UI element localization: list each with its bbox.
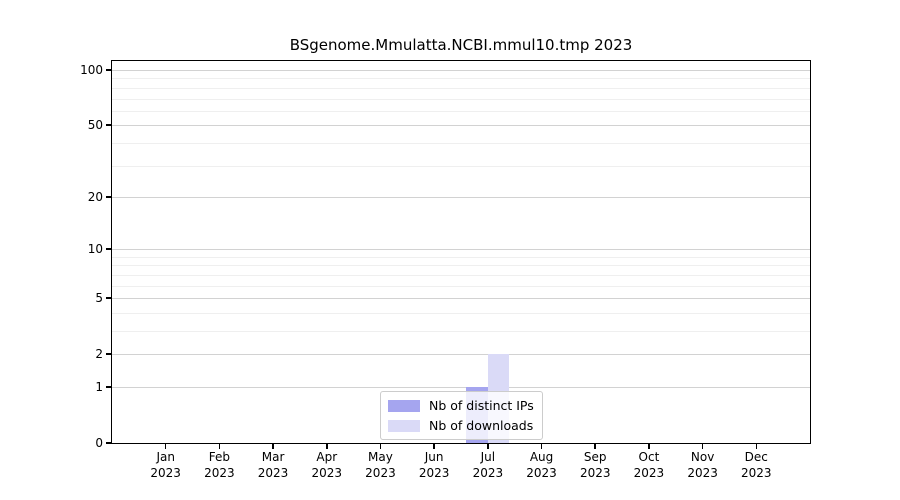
x-axis-tick bbox=[540, 444, 543, 449]
y-axis-tick bbox=[106, 353, 111, 356]
y-axis-tick-label: 0 bbox=[95, 436, 103, 450]
major-gridline bbox=[112, 386, 810, 388]
minor-gridline bbox=[112, 274, 810, 276]
y-axis-tick-label: 20 bbox=[87, 189, 103, 204]
legend-entry-label: Nb of distinct IPs bbox=[429, 398, 534, 413]
x-axis-tick bbox=[755, 444, 758, 449]
y-axis-tick-label: 2 bbox=[95, 347, 103, 362]
legend-entry: Nb of distinct IPs bbox=[388, 398, 534, 413]
major-gridline bbox=[112, 196, 810, 198]
x-axis-tick bbox=[164, 444, 167, 449]
x-axis-tick bbox=[648, 444, 650, 449]
legend-swatch bbox=[388, 399, 420, 412]
major-gridline bbox=[112, 354, 810, 356]
major-gridline bbox=[112, 298, 810, 300]
x-axis-tick bbox=[218, 444, 221, 449]
minor-gridline bbox=[112, 110, 810, 112]
legend-swatch bbox=[388, 419, 420, 432]
y-axis-tick bbox=[106, 442, 111, 444]
major-gridline bbox=[112, 70, 810, 72]
y-axis-tick bbox=[106, 196, 111, 198]
y-axis-tick-label: 1 bbox=[95, 379, 103, 394]
x-axis-tick-label: Dec 2023 bbox=[741, 450, 772, 480]
x-axis-tick-label: Mar 2023 bbox=[257, 450, 289, 480]
x-axis-tick bbox=[325, 444, 328, 449]
x-axis-tick-label: Nov 2023 bbox=[687, 450, 718, 480]
x-axis-tick-label: Oct 2023 bbox=[633, 450, 665, 480]
x-axis-tick bbox=[594, 444, 597, 449]
minor-gridline bbox=[112, 265, 810, 267]
minor-gridline bbox=[112, 256, 810, 258]
y-axis-tick-label: 100 bbox=[80, 63, 103, 78]
y-axis-tick-label: 10 bbox=[87, 242, 103, 257]
y-axis-tick-label: 50 bbox=[87, 118, 103, 133]
legend-entry: Nb of downloads bbox=[388, 418, 534, 433]
x-axis-tick bbox=[487, 444, 489, 449]
minor-gridline bbox=[112, 165, 810, 167]
major-gridline bbox=[112, 249, 810, 251]
x-axis-tick-label: Jun 2023 bbox=[418, 450, 450, 480]
minor-gridline bbox=[112, 78, 810, 80]
y-axis-tick bbox=[106, 124, 111, 127]
x-axis-tick-label: May 2023 bbox=[365, 450, 396, 480]
x-axis-tick-label: Sep 2023 bbox=[579, 450, 611, 480]
minor-gridline bbox=[112, 285, 810, 287]
y-axis-tick bbox=[106, 248, 111, 251]
y-axis-tick bbox=[106, 386, 111, 388]
x-axis-tick bbox=[433, 444, 435, 449]
y-axis-tick bbox=[106, 69, 111, 71]
x-axis-tick bbox=[701, 444, 704, 449]
chart-title: BSgenome.Mmulatta.NCBI.mmul10.tmp 2023 bbox=[289, 36, 633, 54]
plot-area bbox=[111, 60, 811, 444]
minor-gridline bbox=[112, 87, 810, 89]
x-axis-tick-label: Feb 2023 bbox=[204, 450, 235, 480]
minor-gridline bbox=[112, 312, 810, 314]
x-axis-tick-label: Jan 2023 bbox=[150, 450, 181, 480]
y-axis-tick bbox=[106, 297, 111, 299]
minor-gridline bbox=[112, 98, 810, 100]
x-axis-tick bbox=[379, 444, 382, 449]
legend: Nb of distinct IPs Nb of downloads bbox=[380, 391, 543, 440]
minor-gridline bbox=[112, 142, 810, 144]
x-axis-tick-label: Apr 2023 bbox=[311, 450, 343, 480]
legend-entry-label: Nb of downloads bbox=[429, 418, 534, 433]
x-axis-tick bbox=[272, 444, 274, 449]
major-gridline bbox=[112, 125, 810, 127]
minor-gridline bbox=[112, 330, 810, 332]
y-axis-tick-label: 5 bbox=[95, 291, 103, 306]
x-axis-tick-label: Aug 2023 bbox=[526, 450, 557, 480]
x-axis-tick-label: Jul 2023 bbox=[472, 450, 504, 480]
